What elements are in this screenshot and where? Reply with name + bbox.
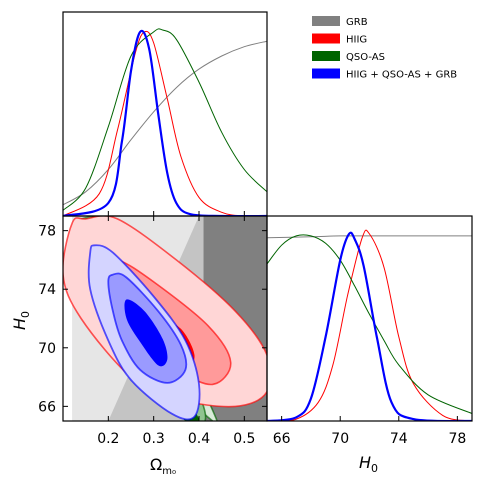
tick-label-H0-y: 78 xyxy=(38,224,56,240)
tick-label-omega: 0.4 xyxy=(188,431,210,447)
H0-marginal-curves xyxy=(267,229,472,421)
marginal-H0-qso-as xyxy=(267,234,472,414)
legend-label-grb: GRB xyxy=(346,17,368,28)
tick-label-omega: 0.5 xyxy=(233,431,255,447)
panel-omega-marginal xyxy=(62,11,268,217)
legend: GRB HIIG QSO-AS HIIG + QSO-AS + GRB xyxy=(312,16,457,81)
legend-label-qso-as: QSO-AS xyxy=(346,52,385,63)
panel-H0-marginal: 66 70 74 78 xyxy=(266,215,473,447)
tick-label-H0-x: 78 xyxy=(448,431,466,447)
x-axis-label-H0: H0 xyxy=(359,453,378,475)
legend-label-hiig-qso-as-grb: HIIG + QSO-AS + GRB xyxy=(346,70,457,81)
marginal-omega-hiig xyxy=(63,30,267,216)
tick-label-H0-x: 74 xyxy=(390,431,408,447)
marginal-H0-hiig xyxy=(267,229,472,421)
contour-layers xyxy=(63,216,267,421)
x-axis-label-omega: Ωm₀ xyxy=(150,455,176,477)
marginal-H0-hiig-qso-as-grb xyxy=(267,231,472,421)
tick-label-H0-y: 66 xyxy=(38,399,56,415)
marginal-H0-grb xyxy=(267,235,472,239)
marginal-omega-hiig-qso-as-grb xyxy=(63,29,267,216)
frame-omega-marginal xyxy=(62,11,268,217)
tick-label-H0-x: 66 xyxy=(273,431,291,447)
tick-label-H0-x: 70 xyxy=(331,431,349,447)
legend-swatch-hiig-qso-as-grb xyxy=(312,68,340,79)
panel-omega-H0-contours: 0.2 0.3 0.4 0.5 66 70 74 78 xyxy=(38,215,268,447)
tick-label-H0-y: 74 xyxy=(38,282,56,298)
contours-hiig-qso-as-grb xyxy=(87,244,201,421)
contour-combined-core xyxy=(124,299,168,367)
legend-swatch-hiig xyxy=(312,33,340,44)
marginal-omega-grb xyxy=(63,40,267,206)
frame-H0-marginal xyxy=(266,215,473,422)
legend-label-hiig: HIIG xyxy=(346,35,367,46)
y-axis-label-H0: H0 xyxy=(10,311,32,330)
legend-swatch-qso-as xyxy=(312,51,340,61)
tick-label-omega: 0.2 xyxy=(97,431,119,447)
marginal-omega-qso-as xyxy=(63,28,267,211)
tick-label-H0-y: 70 xyxy=(38,341,56,357)
omega-marginal-curves xyxy=(63,28,267,216)
tick-label-omega: 0.3 xyxy=(143,431,165,447)
legend-swatch-grb xyxy=(312,16,340,26)
